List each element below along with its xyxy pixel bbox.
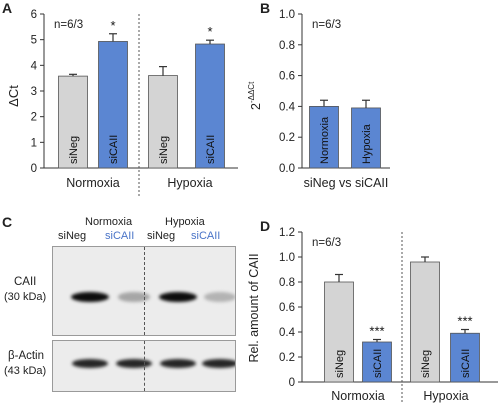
y-tick-label: 6: [31, 9, 37, 21]
panel-b: B 0.0 0.2 0.4 0.6 0.8 1.0 n=6/3 Normoxia Hypoxia…: [242, 0, 500, 200]
bar-label: siNeg: [420, 350, 432, 378]
blot-band: [71, 292, 109, 302]
bar-label: siNeg: [68, 136, 80, 164]
blot-band: [115, 358, 153, 368]
bar: [309, 106, 339, 169]
blot-protein-size: (43 kDa): [4, 365, 47, 377]
blot-protein-size: (30 kDa): [4, 291, 47, 303]
y-tick-label: 4: [31, 60, 38, 72]
y-axis-label: ΔCt: [6, 85, 21, 107]
significance-marker: *: [207, 24, 212, 39]
blot-image-actin: [52, 340, 236, 392]
blot-lane-label: siCAII: [191, 230, 221, 242]
panel-label-c: C: [2, 214, 13, 230]
blot-divider: [144, 341, 145, 391]
blot-band: [117, 292, 151, 302]
bar-label: siCAII: [205, 135, 217, 164]
bar: [58, 75, 88, 169]
blot-lane-label: siNeg: [58, 230, 87, 242]
y-tick-label: 1: [31, 137, 37, 149]
y-tick-label: 0.4: [279, 327, 296, 339]
bar: [450, 332, 480, 383]
y-tick-label: 0: [31, 163, 37, 175]
blot-band: [203, 292, 235, 302]
group-label: Hypoxia: [167, 176, 212, 190]
group-label: Normoxia: [66, 176, 120, 190]
y-tick-label: 1.0: [279, 252, 295, 264]
blot-band: [159, 358, 197, 368]
bar-label: Hypoxia: [361, 123, 373, 164]
chart-d: 0 0.2 0.4 0.6 0.8 1.0 1.2 n=6/3 siNeg siCAII *** si…: [247, 227, 498, 404]
group-label: Hypoxia: [423, 389, 468, 403]
blot-band: [71, 358, 109, 368]
y-axis-label: Rel. amount of CAII: [247, 253, 261, 362]
bar: [195, 43, 225, 169]
y-tick-label: 0.6: [279, 302, 295, 314]
y-tick-label: 3: [31, 86, 37, 98]
y-tick-label: 2: [31, 112, 37, 124]
y-tick-label: 1.0: [279, 9, 295, 21]
blot-lane-label: siCAII: [105, 230, 135, 242]
significance-marker: ***: [369, 324, 384, 339]
blot-image-caii: [52, 246, 236, 336]
y-tick-label: 0.8: [279, 277, 295, 289]
y-tick-label: 0.6: [279, 71, 295, 83]
bar-label: siNeg: [334, 350, 346, 378]
bar: [351, 107, 381, 169]
group-label: Normoxia: [331, 389, 385, 403]
chart-a: 0 1 2 3 4 5 6 n=6/3 siNeg siCAII * siNeg siCAII * Norm…: [6, 9, 238, 196]
y-tick-label: 0.2: [279, 352, 295, 364]
y-axis-label: 2-ΔΔCt: [247, 81, 263, 110]
y-tick-label: 0.2: [279, 132, 295, 144]
bar: [410, 261, 440, 383]
blot-band: [201, 358, 235, 368]
blot-divider: [144, 247, 145, 335]
x-axis-label: siNeg vs siCAII: [304, 176, 389, 190]
bar-label: siNeg: [158, 136, 170, 164]
panel-label-a: A: [2, 0, 13, 16]
n-annotation: n=6/3: [312, 19, 341, 31]
bar: [148, 75, 178, 169]
n-annotation: n=6/3: [54, 19, 83, 31]
blot-condition-hypoxia: Hypoxia: [165, 216, 205, 228]
y-tick-label: 0.8: [279, 40, 295, 52]
blot-band: [159, 292, 197, 302]
bar: [324, 281, 354, 383]
y-tick-label: 5: [31, 35, 37, 47]
blot-lane-label: siNeg: [147, 230, 176, 242]
panel-label-d: D: [260, 218, 271, 234]
bar: [98, 41, 128, 169]
n-annotation: n=6/3: [312, 237, 341, 249]
y-tick-label: 1.2: [279, 227, 295, 239]
panel-a: A 0 1 2 3 4 5 6 n=6/3 siNeg siCAII * siNeg siCAII * No…: [0, 0, 240, 200]
y-tick-label: 0.0: [279, 163, 295, 175]
significance-marker: *: [110, 18, 115, 33]
panel-d: D 0 0.2 0.4 0.6 0.8 1.0 1.2 n=6/3 siNeg siCAII ***…: [242, 212, 500, 404]
bar-label: siCAII: [108, 135, 120, 164]
blot-protein-name: β-Actin: [8, 350, 45, 362]
blot-protein-name: CAII: [14, 276, 37, 288]
bar: [362, 341, 392, 383]
bar-label: Normoxia: [319, 116, 331, 164]
bar-label: siCAII: [460, 349, 472, 378]
blot-condition-normoxia: Normoxia: [85, 216, 133, 228]
panel-label-b: B: [260, 0, 271, 16]
panel-c-western-blot: C Normoxia Hypoxia siNeg siCAII siNeg si…: [0, 212, 240, 404]
y-tick-label: 0.4: [279, 101, 296, 113]
y-axis-label-text: 2-ΔΔCt: [247, 81, 263, 110]
y-tick-label: 0: [289, 377, 295, 389]
bar-label: siCAII: [372, 349, 384, 378]
chart-b: 0.0 0.2 0.4 0.6 0.8 1.0 n=6/3 Normoxia Hypoxia si…: [247, 9, 390, 190]
significance-marker: ***: [457, 314, 472, 329]
